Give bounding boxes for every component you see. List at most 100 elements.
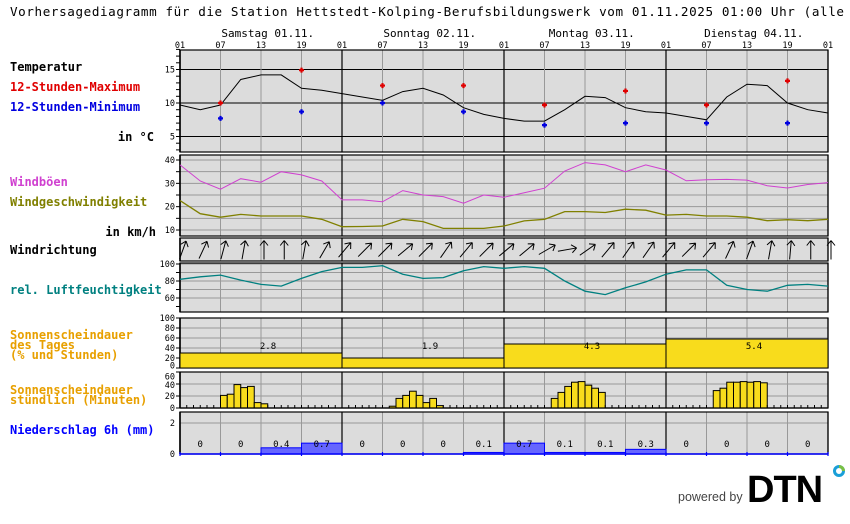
y-tick-label: 100 [160,314,175,324]
wind-direction-arrow-icon [538,243,556,255]
max-temp-marker [461,83,466,89]
wind-direction-arrow-icon [557,244,577,254]
y-tick-label: 15 [165,66,175,76]
max-temp-marker [380,83,385,89]
y-tick-label: 5 [170,133,175,143]
sun-hourly-bar [422,402,431,409]
wind-direction-arrow-icon [746,240,756,260]
label-precip: Niederschlag 6h (mm) [10,423,155,437]
label-sun-hourly-2: stündlich (Minuten) [10,393,147,407]
y-tick-label: 10 [165,99,175,109]
arrow-shape [440,241,453,258]
sun-hourly-bar [557,391,566,409]
sun-hourly-bar [220,394,228,409]
precip-value: 0.1 [597,440,613,450]
sun-hourly-bar [726,381,734,409]
precip-value: 0 [805,440,810,450]
sun-hourly-bar [584,384,593,409]
label-max: 12-Stunden-Maximum [10,80,140,94]
y-tick-label: 0 [170,362,175,372]
label-min: 12-Stunden-Minimum [10,100,140,114]
label-direction: Windrichtung [10,243,97,257]
min-temp-marker [623,120,628,126]
precip-value: 0.3 [638,440,654,450]
label-sun-daily-2: des Tages [10,338,75,352]
wind-direction-arrow-icon [418,242,433,257]
wind-direction-arrow-icon [806,240,816,260]
hour-label: 13 [742,41,752,51]
wind-direction-arrow-icon [786,240,796,260]
precip-value: 0.7 [314,440,330,450]
sun-hourly-bar [409,390,417,409]
wind-direction-arrow-icon [240,240,249,260]
sun-hourly-bar [226,393,235,409]
y-tick-label: 10 [165,226,175,236]
wind-direction-arrow-icon [579,243,596,256]
wind-direction-arrow-icon [519,243,535,257]
sun-hourly-bar [415,394,424,409]
wind-direction-arrow-icon [338,242,352,258]
dtn-ring-accent [838,465,845,472]
wind-direction-arrow-icon [378,242,393,257]
y-tick-label: 60 [165,294,175,304]
sun-hourly-bar [571,381,579,409]
sun-hourly-bar [746,381,755,409]
arrow-shape [766,240,776,260]
temperature-line [179,74,829,122]
hour-label: 07 [377,41,387,51]
sun-hourly-bar [591,387,599,409]
arrow-shape [681,242,697,257]
arrow-shape [357,242,373,257]
min-temp-marker [704,120,709,126]
wind-direction-arrow-icon [319,241,331,259]
sun-daily-bar [341,357,505,369]
label-sun-daily-1: Sonnenscheindauer [10,328,133,342]
wind-direction-arrow-icon [300,240,310,260]
arrow-shape [220,240,229,260]
day-label: Montag 03.11. [549,27,635,40]
precip-value: 0.1 [557,440,573,450]
wind-direction-arrow-icon [826,240,836,260]
precip-value: 0.1 [476,440,492,450]
sun-hourly-bar [253,402,262,409]
sun-hourly-bar [233,384,242,409]
sun-hourly-bar [564,385,572,409]
left-labels: Temperatur 12-Stunden-Maximum 12-Stunden… [10,60,162,437]
precip-value: 0 [684,440,689,450]
humidity-line [179,265,829,296]
y-tick-label: 80 [165,324,175,334]
min-temp-marker [785,120,790,126]
sun-hourly-bar [550,397,559,409]
arrow-shape [418,242,433,257]
y-tick-label: 40 [165,156,175,166]
y-tick-label: 40 [165,381,175,391]
wind-direction-arrow-icon [279,240,289,260]
sun-daily-bar [179,352,343,369]
sun-hourly-bar [733,381,741,409]
sun-hourly-bar [240,387,248,409]
hour-label: 13 [418,41,428,51]
wind-direction-arrow-icon [766,240,776,260]
wind-direction-arrow-icon [622,241,635,258]
arrow-shape [319,241,331,259]
wind-direction-arrow-icon [220,240,229,260]
y-tick-label: 20 [165,392,175,402]
min-temp-marker [380,100,385,106]
hour-label: 19 [620,41,630,51]
dtn-brand: DTN [747,469,822,511]
sun-hourly-bar [247,385,255,409]
y-tick-label: 20 [165,203,175,213]
precip-value: 0.7 [516,440,532,450]
wind-direction-arrow-icon [459,242,473,258]
hour-label: 19 [296,41,306,51]
precip-value: 0 [198,440,203,450]
y-tick-label: 40 [165,344,175,354]
precip-value: 0 [724,440,729,450]
arrow-shape [519,243,535,257]
hour-label: 19 [782,41,792,51]
wind-direction-arrow-icon [198,240,210,259]
hour-label: 01 [175,41,185,51]
min-temp-marker [218,115,223,121]
